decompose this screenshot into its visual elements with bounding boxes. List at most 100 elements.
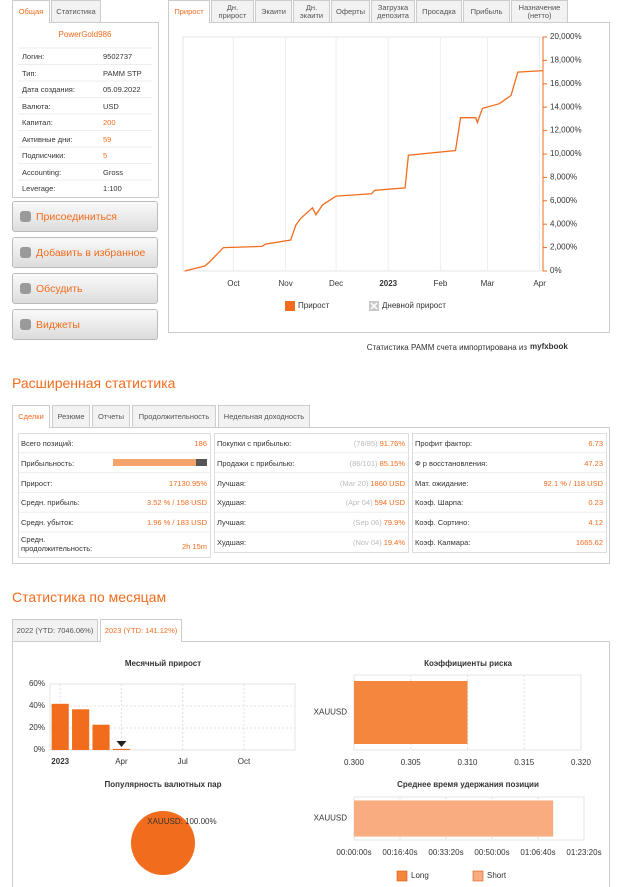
stat-label: Коэф. Сортино: <box>415 518 470 528</box>
stat-note: (Sep 06) <box>352 518 382 528</box>
stat-label: Мат. ожидание: <box>415 478 469 488</box>
tab[interactable]: Резюме <box>52 405 90 427</box>
stat-number: 19.4% <box>383 538 405 547</box>
row-label: Тип: <box>22 68 37 78</box>
account-row: Тип: PAMM STP <box>22 69 152 79</box>
bar <box>92 724 110 750</box>
tab[interactable]: Экаити <box>255 0 292 22</box>
stat-label: Лучшая: <box>217 478 246 488</box>
action-button[interactable]: Добавить в избранное <box>12 237 158 268</box>
y-tick-label: 14,000% <box>550 102 582 111</box>
y-tick-label: 0% <box>550 266 562 275</box>
y-tick-label: 8,000% <box>550 173 577 182</box>
action-button[interactable]: Обсудить <box>12 273 158 304</box>
stat-number: 4.12 <box>588 518 603 528</box>
y-tick-label: 2,000% <box>550 243 577 252</box>
stat-number: 91.76% <box>379 439 405 448</box>
growth-line <box>184 69 544 272</box>
stat-value: 1.96 % / 183 USD <box>147 518 207 527</box>
tab[interactable]: Недельная доходность <box>218 405 310 427</box>
tab[interactable]: 2023 (YTD: 141.12%) <box>100 619 182 642</box>
tab[interactable]: Статистика <box>51 0 101 22</box>
stat-note: (86/101) <box>349 458 378 468</box>
stat-number: 1860 USD <box>370 478 405 488</box>
stat-value: 0.23 <box>588 498 603 507</box>
stat-number: 92.1 % / 118 USD <box>543 478 603 488</box>
legend-swatch <box>285 301 295 311</box>
stats-column <box>214 433 409 553</box>
legend-label[interactable]: Дневной прирост <box>382 301 446 310</box>
tab[interactable]: Оферты <box>331 0 370 22</box>
button-icon <box>20 283 31 294</box>
stat-note: (Mar 20) <box>340 478 369 488</box>
tab[interactable]: Дн. экаити <box>293 0 330 22</box>
stat-label: Ф р восстановления: <box>415 458 488 468</box>
legend-swatch <box>472 870 484 882</box>
x-tick-label: 0.300 <box>344 758 365 767</box>
tab[interactable]: Продолжительность <box>132 405 216 427</box>
stat-label: Профит фактор: <box>415 439 473 448</box>
tab[interactable]: Сделки <box>12 405 50 428</box>
y-tick-label: 6,000% <box>550 196 577 205</box>
stat-label: Худшая: <box>217 498 247 508</box>
tab[interactable]: Отчеты <box>92 405 130 427</box>
account-row: Логин: 9502737 <box>22 52 152 62</box>
x-tick-label: Apr <box>115 757 128 766</box>
tab[interactable]: Прирост <box>168 0 210 23</box>
x-tick-label: Oct <box>238 757 251 766</box>
stat-note: (Nov 04) <box>352 538 382 547</box>
account-row: Дата создания: 05.09.2022 <box>22 85 152 95</box>
action-button[interactable]: Виджеты <box>12 309 158 340</box>
legend-label[interactable]: Прирост <box>298 301 330 310</box>
stat-value: (Apr 04) 594 USD <box>345 498 405 507</box>
tab[interactable]: Дн. прирост <box>211 0 254 22</box>
stat-label: Покупки с прибылью: <box>217 439 292 448</box>
chart-title: Среднее время удержания позиции <box>397 780 539 789</box>
row-label: Leverage: <box>22 184 56 193</box>
stat-number: 85.15% <box>379 458 405 468</box>
x-tick-label: Mar <box>481 279 495 288</box>
tab[interactable]: Назначение (нетто) <box>511 0 568 22</box>
current-month-marker <box>116 741 127 747</box>
tab[interactable]: Загрузка депозита <box>371 0 415 22</box>
legend-cross <box>370 302 378 310</box>
row-value: 05.09.2022 <box>103 85 141 94</box>
import-note: Статистика PAMM счета импортирована из <box>367 343 528 352</box>
stat-value: 1665.62 <box>576 538 603 547</box>
stat-label: Коэф. Шарпа: <box>415 498 464 508</box>
row-value: 59 <box>103 134 112 144</box>
tab[interactable]: Просадка <box>416 0 462 22</box>
row-value: USD <box>103 101 119 111</box>
row-label: Валюта: <box>22 101 51 111</box>
y-tick-label: 20,000% <box>550 32 582 41</box>
stat-number: 79.9% <box>383 518 405 528</box>
row-value: 9502737 <box>103 52 133 61</box>
row-label: Accounting: <box>22 167 62 177</box>
legend-label[interactable]: Long <box>411 871 429 880</box>
tab[interactable]: 2022 (YTD: 7046.06%) <box>12 619 98 641</box>
y-tick-label: 4,000% <box>550 219 577 228</box>
tab[interactable]: Прибыль <box>463 0 510 22</box>
logo: myfxbook <box>530 342 568 351</box>
y-tick-label: 16,000% <box>550 79 582 88</box>
account-row: Leverage: 1:100 <box>22 184 152 194</box>
stat-label: Коэф. Калмара: <box>415 538 471 547</box>
stat-value: (Mar 20) 1860 USD <box>340 479 405 488</box>
account-row: Активные дни: 59 <box>22 135 152 145</box>
action-button[interactable]: Присоединиться <box>12 201 158 232</box>
stat-value: (Sep 06) 79.9% <box>353 518 405 527</box>
x-tick-label: 0.315 <box>514 758 535 767</box>
y-tick-label: XAUUSD <box>314 708 348 717</box>
stat-label: Средн. убыток: <box>21 518 74 528</box>
stat-value: (78/85) 91.76% <box>354 439 405 448</box>
stat-label: Прирост: <box>21 478 53 488</box>
chart-title: Популярность валютных пар <box>105 780 222 789</box>
stat-label: Худшая: <box>217 538 247 547</box>
tab[interactable]: Общая <box>12 0 50 23</box>
stats-column <box>412 433 607 553</box>
stat-number: 2h 15m <box>181 542 207 551</box>
row-label: Капитал: <box>22 118 53 127</box>
legend-label[interactable]: Short <box>487 871 507 880</box>
x-tick-label: Feb <box>433 279 447 288</box>
y-tick-label: 20% <box>29 723 45 732</box>
